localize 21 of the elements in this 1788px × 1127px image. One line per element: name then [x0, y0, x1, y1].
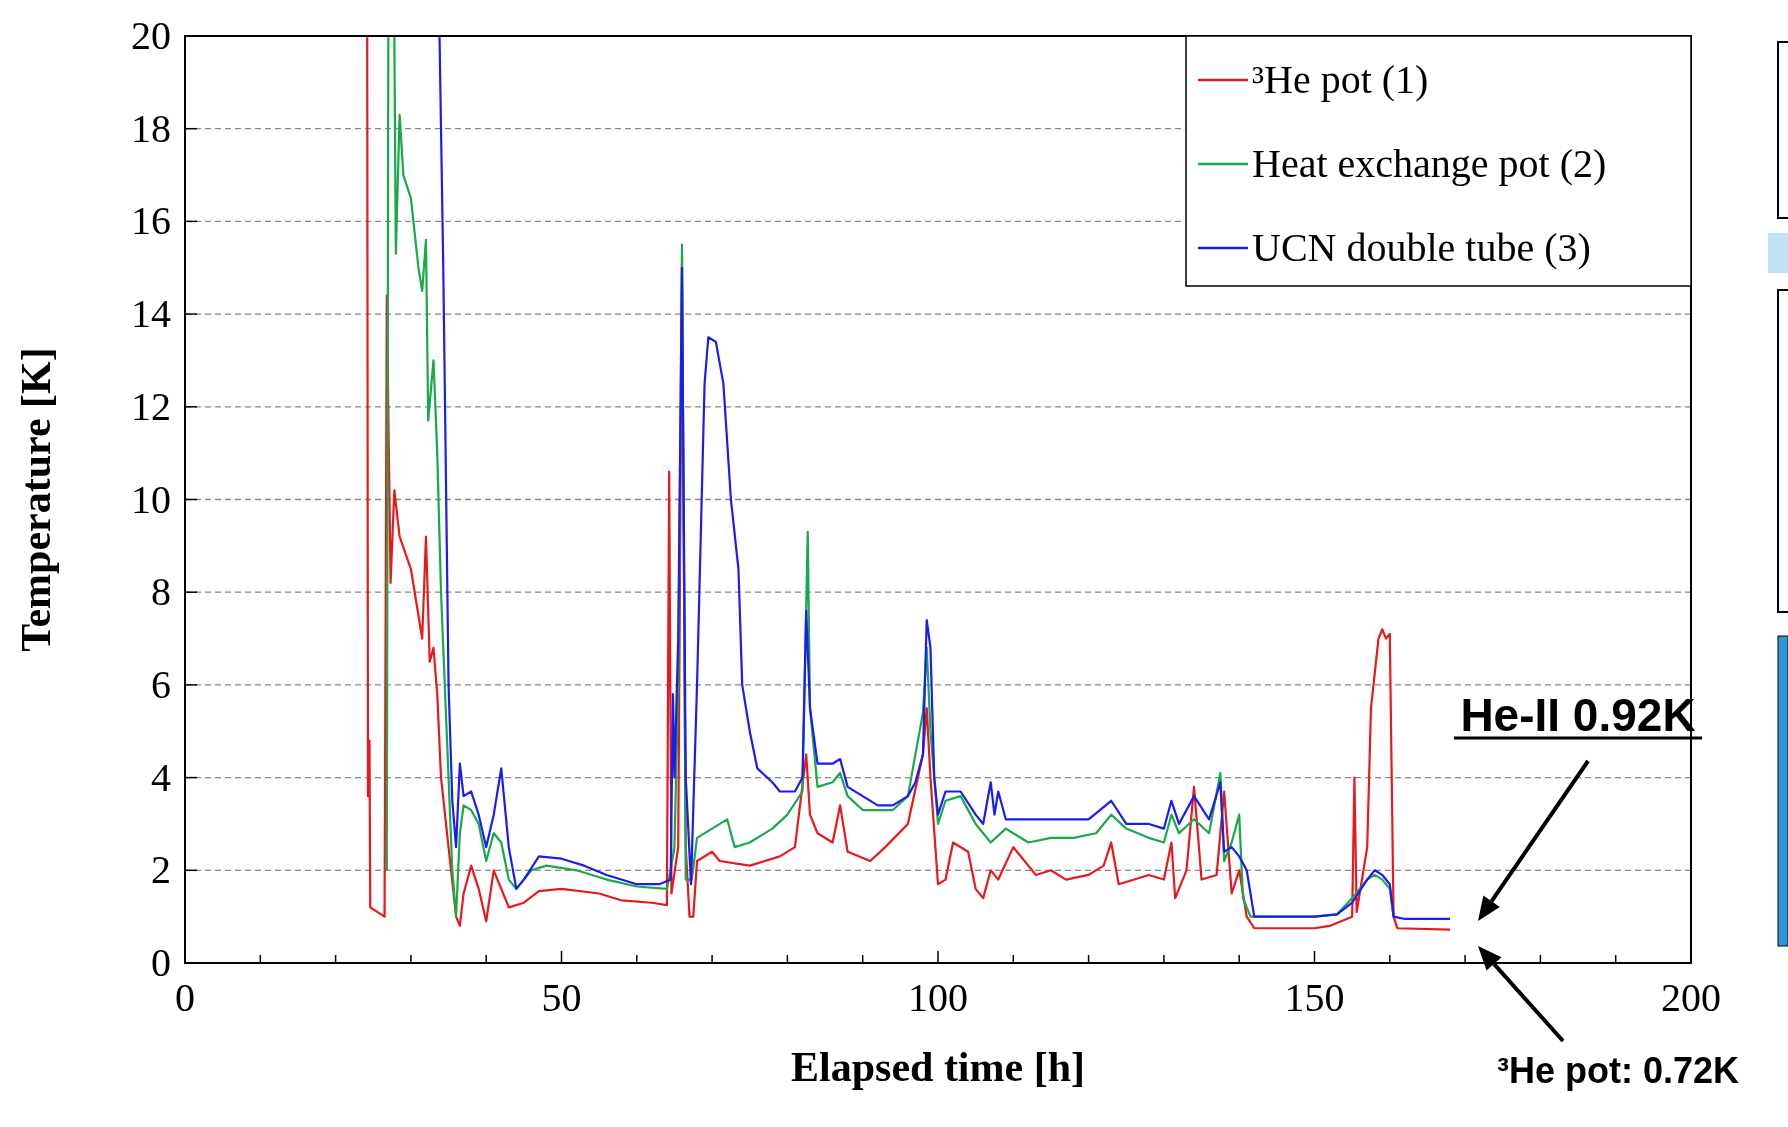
legend-label: ³He pot (1) [1252, 57, 1429, 102]
y-tick-label: 16 [131, 198, 171, 244]
y-tick-label: 2 [151, 847, 171, 893]
y-axis-title: Temperature [K] [13, 347, 59, 652]
legend-label: UCN double tube (3) [1252, 225, 1591, 270]
y-tick-label: 8 [151, 569, 171, 615]
y-tick-label: 12 [131, 383, 171, 429]
y-tick-label: 20 [131, 13, 171, 58]
y-tick-label: 6 [151, 661, 171, 707]
y-tick-label: 4 [151, 754, 171, 800]
y-tick-label: 10 [131, 476, 171, 522]
x-tick-label: 150 [1284, 975, 1345, 1020]
x-tick-label: 100 [908, 975, 968, 1020]
text: ³He pot: 0.72K [1496, 1050, 1740, 1091]
y-tick-label: 14 [131, 291, 171, 337]
y-tick-label: 18 [131, 105, 171, 151]
legend-label: Heat exchange pot (2) [1252, 141, 1607, 186]
x-tick-label: 200 [1661, 975, 1721, 1020]
x-tick-label: 50 [541, 975, 582, 1020]
x-axis-title: Elapsed time [h] [791, 1044, 1085, 1090]
y-tick-label: 0 [151, 940, 171, 985]
